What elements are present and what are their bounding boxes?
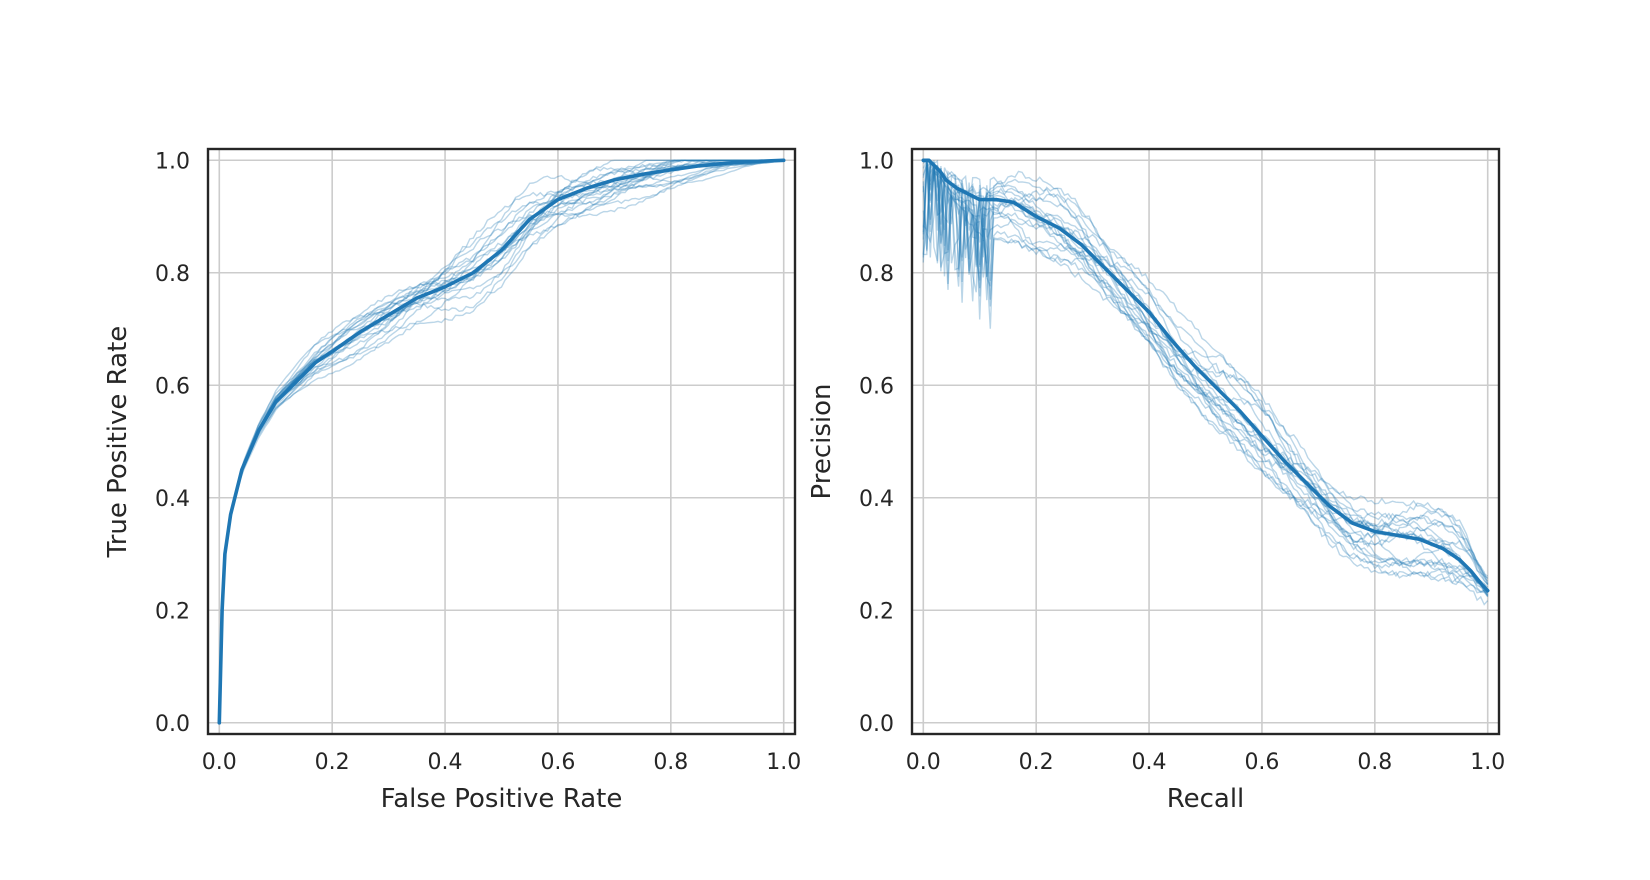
fold-curve bbox=[218, 159, 784, 723]
plot-frame bbox=[206, 147, 797, 736]
fold-curve bbox=[218, 159, 784, 723]
fold-curve bbox=[218, 159, 784, 723]
fold-curve bbox=[922, 160, 1489, 594]
fold-curve bbox=[218, 159, 784, 723]
y-axis-label: True Positive Rate bbox=[103, 326, 133, 559]
fold-curve bbox=[218, 159, 784, 723]
x-tick-label: 0.0 bbox=[202, 750, 237, 775]
fold-curve bbox=[218, 159, 784, 723]
x-tick-label: 0.8 bbox=[653, 750, 688, 775]
y-tick-label: 0.2 bbox=[155, 599, 190, 624]
roc-chart: 0.0 0.2 0.4 0.6 0.8 1.0 0.0 0.2 0.4 0.6 0.8 1.0 Fals… bbox=[103, 147, 801, 814]
fold-curve bbox=[922, 159, 1489, 586]
x-tick-label: 0.2 bbox=[1019, 750, 1054, 775]
x-tick-label: 0.6 bbox=[1244, 750, 1279, 775]
x-axis-label: Recall bbox=[1167, 784, 1245, 814]
fold-curve bbox=[922, 161, 1489, 585]
plot-frame bbox=[910, 147, 1501, 736]
fold-curve bbox=[922, 165, 1489, 594]
fold-curve bbox=[922, 162, 1489, 584]
x-tick-label: 0.4 bbox=[1132, 750, 1167, 775]
fold-curve bbox=[218, 159, 784, 723]
y-tick-label: 0.6 bbox=[859, 374, 894, 399]
x-tick-label: 1.0 bbox=[1470, 750, 1505, 775]
mean-curve bbox=[217, 158, 786, 725]
y-tick-label: 0.8 bbox=[155, 262, 190, 287]
x-tick-label: 0.2 bbox=[315, 750, 350, 775]
fold-curve bbox=[923, 160, 1489, 596]
fold-curve bbox=[218, 159, 784, 723]
y-tick-label: 0.8 bbox=[859, 262, 894, 287]
y-tick-label: 0.4 bbox=[859, 487, 894, 512]
fold-curve bbox=[922, 158, 1488, 593]
x-axis-label: False Positive Rate bbox=[381, 784, 623, 814]
fold-curve bbox=[922, 162, 1489, 580]
fold-curve bbox=[922, 164, 1489, 597]
fold-curve bbox=[922, 160, 1489, 597]
y-tick-label: 0.0 bbox=[859, 712, 894, 737]
x-tick-label: 1.0 bbox=[766, 750, 801, 775]
y-tick-label: 1.0 bbox=[155, 149, 190, 174]
x-tick-label: 0.0 bbox=[906, 750, 941, 775]
y-tick-label: 0.2 bbox=[859, 599, 894, 624]
precision-recall-chart: 0.0 0.2 0.4 0.6 0.8 1.0 0.0 0.2 0.4 0.6 0.8 1.0 Reca… bbox=[807, 147, 1505, 814]
y-axis-label: Precision bbox=[807, 383, 837, 499]
fold-curve bbox=[922, 161, 1489, 606]
fold-curve bbox=[922, 160, 1489, 591]
fold-curve bbox=[922, 164, 1489, 598]
y-tick-label: 0.6 bbox=[155, 374, 190, 399]
fold-curve bbox=[218, 159, 784, 723]
y-tick-label: 0.0 bbox=[155, 712, 190, 737]
y-tick-label: 1.0 bbox=[859, 149, 894, 174]
x-tick-label: 0.4 bbox=[428, 750, 463, 775]
fold-curve bbox=[218, 159, 784, 723]
x-tick-label: 0.8 bbox=[1357, 750, 1392, 775]
x-tick-label: 0.6 bbox=[540, 750, 575, 775]
y-tick-label: 0.4 bbox=[155, 487, 190, 512]
fold-curve bbox=[218, 159, 784, 723]
mean-curve bbox=[921, 158, 1490, 593]
fold-curve bbox=[218, 159, 784, 723]
fold-curve bbox=[218, 159, 784, 723]
